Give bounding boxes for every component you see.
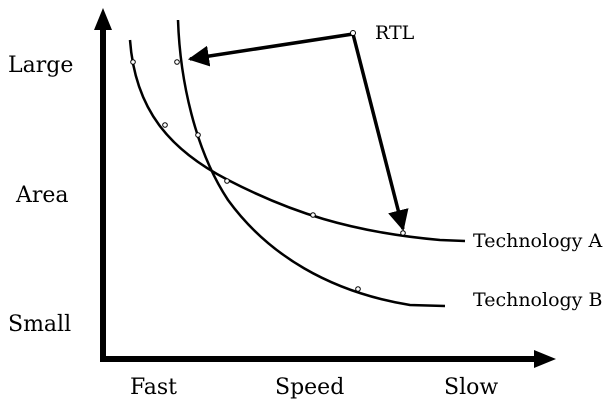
rtl-arrow-to-curve-a — [351, 33, 409, 232]
curve-a-marker — [310, 212, 316, 218]
x-label-slow: Slow — [444, 375, 499, 400]
curve-a-marker — [162, 122, 168, 128]
curve-a-marker — [130, 59, 136, 65]
x-label-speed: Speed — [275, 375, 345, 400]
curve-a-marker — [400, 230, 406, 236]
technology-b-curve — [176, 19, 446, 308]
technology-a-curve — [128, 39, 466, 243]
curve-b-marker — [355, 286, 361, 292]
x-axis-arrowhead — [534, 350, 556, 368]
rtl-arrow-to-curve-b — [187, 32, 354, 67]
y-axis-arrowhead — [94, 8, 112, 30]
curve-b-marker — [224, 178, 230, 184]
x-label-fast: Fast — [130, 375, 178, 400]
technology-b-label: Technology B — [473, 289, 603, 311]
curve-b-marker — [174, 59, 180, 65]
technology-a-label: Technology A — [473, 230, 603, 252]
rtl-label: RTL — [375, 22, 415, 44]
rtl-origin-point — [350, 30, 356, 36]
y-label-area: Area — [16, 183, 69, 208]
y-label-large: Large — [8, 53, 74, 78]
y-label-small: Small — [8, 312, 72, 337]
curve-b-marker — [195, 132, 201, 138]
